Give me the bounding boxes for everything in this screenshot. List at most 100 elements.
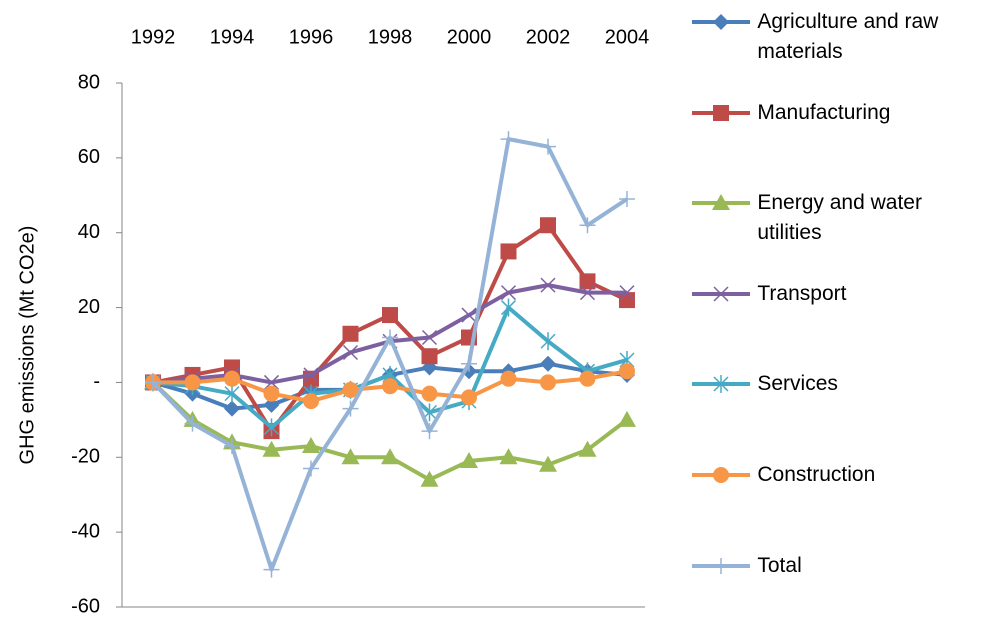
x-tick-label: 2002 [526, 26, 571, 48]
legend-swatch [692, 375, 750, 394]
marker [713, 104, 729, 121]
marker [579, 217, 596, 234]
legend-item: Energy and water utilities [690, 188, 990, 248]
legend-item: Total [690, 551, 990, 581]
marker [540, 355, 556, 372]
marker [579, 370, 596, 387]
marker [263, 561, 280, 578]
marker [539, 455, 557, 472]
legend-label: Total [757, 553, 802, 577]
marker [461, 389, 477, 406]
marker [382, 307, 398, 324]
legend-item: Services [690, 369, 990, 399]
marker [500, 370, 517, 387]
marker [500, 243, 517, 260]
x-tick-label: 1992 [131, 26, 176, 48]
y-tick-label: 40 [78, 221, 100, 243]
marker [342, 400, 359, 417]
marker [420, 470, 439, 487]
marker [460, 452, 478, 469]
marker [224, 438, 240, 455]
marker [421, 348, 438, 365]
marker [302, 437, 320, 454]
series-line [151, 137, 629, 572]
y-tick-label: 60 [78, 146, 100, 168]
y-tick-label: 20 [78, 296, 100, 318]
legend-label: Services [757, 372, 838, 396]
series-line [151, 380, 629, 482]
marker [499, 448, 518, 465]
legend-label: Construction [757, 463, 876, 486]
legend-swatch [692, 467, 750, 483]
marker [342, 381, 359, 398]
marker [461, 307, 477, 323]
marker [224, 400, 240, 417]
marker [619, 285, 635, 301]
marker [342, 325, 359, 342]
legend-label: Manufacturing [757, 100, 891, 124]
marker [224, 384, 240, 403]
marker [713, 14, 729, 30]
marker [382, 329, 398, 346]
legend-swatch [692, 286, 750, 302]
marker [540, 374, 556, 391]
marker [619, 191, 635, 208]
marker [540, 332, 556, 351]
x-tick-label: 1994 [210, 26, 255, 48]
y-axis-label: GHG emissions (Mt CO2e) [16, 226, 38, 465]
marker [500, 298, 517, 317]
series-line [152, 223, 628, 434]
marker [540, 138, 556, 155]
marker [713, 286, 729, 302]
marker [540, 217, 556, 234]
marker [713, 375, 729, 394]
marker [619, 363, 635, 380]
legend-swatch [692, 194, 750, 211]
legend-label: Transport [757, 281, 847, 305]
marker [421, 423, 438, 440]
marker [500, 285, 517, 301]
marker [263, 374, 280, 390]
marker [618, 410, 636, 427]
marker [579, 273, 596, 290]
marker [578, 440, 597, 457]
legend-label: Agriculture and raw materials [757, 10, 939, 63]
legend-swatch [692, 557, 750, 574]
marker [263, 385, 280, 402]
marker [342, 344, 359, 361]
marker [303, 393, 319, 410]
marker [713, 557, 729, 574]
marker [145, 374, 161, 391]
marker [579, 285, 596, 301]
marker [461, 355, 477, 372]
legend-swatch [692, 14, 750, 30]
marker [224, 370, 240, 387]
legend-swatch [692, 104, 750, 121]
marker [421, 329, 438, 346]
marker [184, 374, 201, 391]
legend-item: Manufacturing [690, 98, 990, 128]
marker [263, 396, 280, 413]
y-tick-label: - [93, 371, 100, 393]
marker [540, 277, 556, 293]
marker [713, 467, 729, 483]
marker [500, 131, 517, 148]
legend-label: Energy and water utilities [757, 191, 922, 245]
y-tick-label: -60 [71, 595, 100, 617]
marker [263, 418, 280, 437]
marker [381, 448, 399, 465]
marker [421, 385, 438, 402]
marker [382, 378, 398, 395]
y-tick-label: 80 [78, 71, 100, 93]
legend-item: Transport [690, 279, 990, 309]
marker [712, 194, 730, 211]
x-tick-label: 1998 [368, 26, 413, 48]
marker [262, 440, 281, 457]
marker [184, 415, 201, 432]
x-tick-label: 2000 [447, 26, 492, 48]
x-tick-label: 1996 [289, 26, 334, 48]
x-tick-label: 2004 [605, 26, 650, 48]
y-tick-label: -20 [71, 446, 100, 468]
y-tick-label: -40 [71, 520, 100, 542]
